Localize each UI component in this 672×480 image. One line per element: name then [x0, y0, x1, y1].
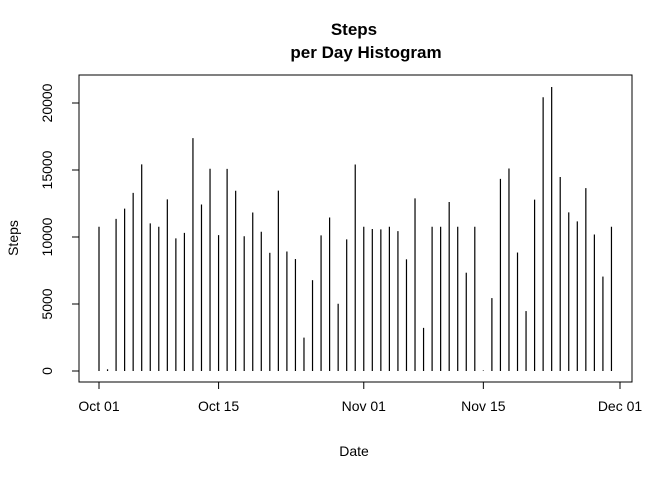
- y-tick-label-20000: 20000: [39, 83, 55, 122]
- y-tick-label-15000: 15000: [39, 150, 55, 189]
- y-tick-label-5000: 5000: [39, 288, 55, 319]
- x-tick-label-2012-11-15: Nov 15: [461, 398, 506, 414]
- bars-group: [98, 87, 613, 371]
- y-axis: 0 5000 10000 15000 20000: [39, 83, 80, 375]
- y-axis-label: Steps: [5, 220, 21, 256]
- chart-title-line-1: Steps: [331, 20, 377, 39]
- x-tick-label-2012-11-01: Nov 01: [342, 398, 387, 414]
- x-tick-label-2012-12-01: Dec 01: [598, 398, 643, 414]
- y-tick-label-0: 0: [39, 367, 55, 375]
- x-axis: Oct 01 Oct 15 Nov 01 Nov 15 Dec 01: [78, 381, 643, 414]
- chart-title-line-2: per Day Histogram: [290, 43, 441, 62]
- y-tick-label-10000: 10000: [39, 217, 55, 256]
- x-tick-label-2012-10-15: Oct 15: [198, 398, 239, 414]
- x-axis-label: Date: [339, 443, 369, 459]
- x-tick-label-2012-10-01: Oct 01: [78, 398, 119, 414]
